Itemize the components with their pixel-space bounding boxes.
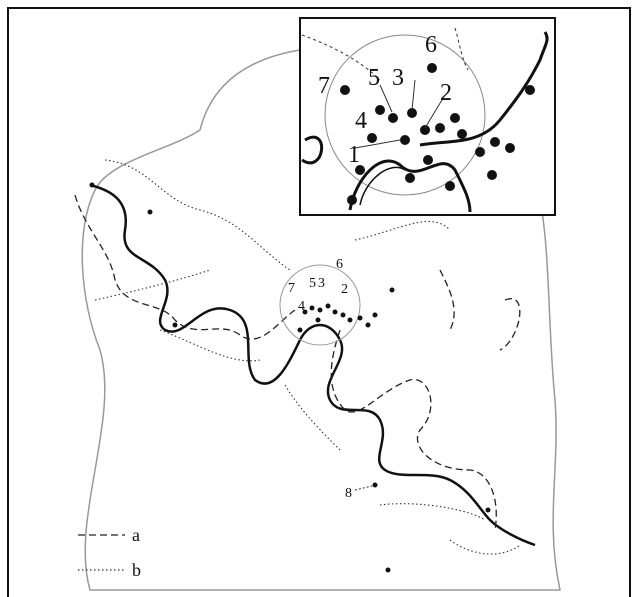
site-label: 5 — [368, 65, 380, 91]
site-label: 6 — [336, 257, 343, 272]
site-label: 4 — [298, 299, 305, 314]
site-label: 7 — [318, 73, 330, 99]
site-label: 4 — [355, 108, 367, 134]
site-label: 1 — [348, 142, 360, 168]
site-label: 6 — [425, 32, 437, 58]
legend-label: b — [132, 560, 141, 580]
site-label: 8 — [345, 486, 352, 501]
site-label: 5 — [309, 276, 316, 291]
site-label: 7 — [288, 281, 295, 296]
site-label: 3 — [392, 65, 404, 91]
site-label: 2 — [440, 80, 452, 106]
site-label: 3 — [318, 276, 325, 291]
legend-label: a — [132, 525, 140, 545]
map-figure: 6 7 5 3 2 4 8 6 7 5 3 2 4 1 a b — [0, 0, 636, 597]
site-label: 2 — [341, 282, 348, 297]
